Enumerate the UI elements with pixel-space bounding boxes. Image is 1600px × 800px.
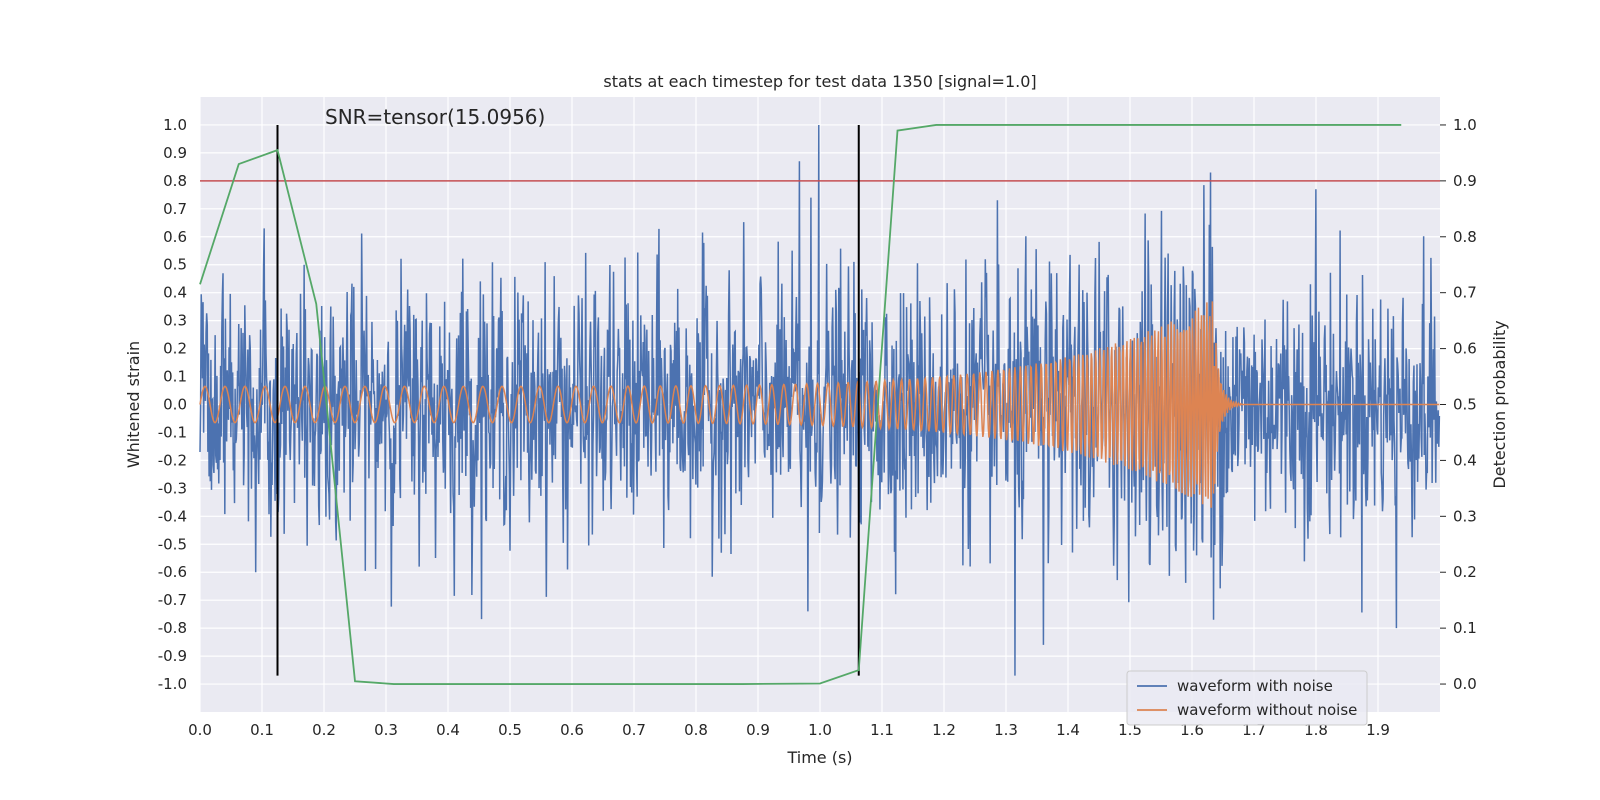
x-tick-label: 1.0 — [808, 721, 832, 739]
y2-tick-label: 1.0 — [1453, 116, 1477, 134]
x-tick-label: 1.4 — [1056, 721, 1080, 739]
x-tick-label: 0.0 — [188, 721, 212, 739]
x-tick-label: 1.9 — [1366, 721, 1390, 739]
y-tick-label: -0.1 — [158, 423, 187, 441]
y2-axis-label: Detection probability — [1490, 320, 1509, 488]
x-tick-labels: 0.0 0.1 0.2 0.3 0.4 0.5 0.6 0.7 0.8 0.9 1.0 1.1 1.2 1… — [188, 721, 1390, 739]
y-tick-label: -0.2 — [158, 451, 187, 469]
y-tick-label: 0.6 — [163, 228, 187, 246]
x-tick-label: 0.6 — [560, 721, 584, 739]
x-tick-label: 0.3 — [374, 721, 398, 739]
series-detection-probability — [199, 124, 1402, 685]
y-axis-label: Whitened strain — [124, 341, 143, 468]
y2-tick-label: 0.8 — [1453, 228, 1477, 246]
y2-tick-label: 0.2 — [1453, 563, 1477, 581]
chart-title: stats at each timestep for test data 135… — [603, 72, 1036, 91]
y-tick-label: -0.3 — [158, 479, 187, 497]
series-waveform-without-noise — [199, 301, 1440, 508]
y-tick-label: 0.0 — [163, 396, 187, 414]
y-tick-label: 0.4 — [163, 284, 187, 302]
y-tick-label: 0.2 — [163, 340, 187, 358]
x-tick-label: 1.1 — [870, 721, 894, 739]
y-tick-label: 0.1 — [163, 368, 187, 386]
x-tick-label: 0.5 — [498, 721, 522, 739]
y2-tick-label: 0.3 — [1453, 507, 1477, 525]
y-tick-label: 0.9 — [163, 144, 187, 162]
y-tick-labels: 1.0 0.9 0.8 0.7 0.6 0.5 0.4 0.3 0.2 0.1 0.0 -0.1 -0.… — [158, 116, 187, 693]
y-tick-label: -1.0 — [158, 675, 187, 693]
x-tick-label: 0.2 — [312, 721, 336, 739]
y-tick-label: -0.5 — [158, 535, 187, 553]
vertical-markers — [276, 124, 860, 676]
y2-tick-label: 0.9 — [1453, 172, 1477, 190]
y-tick-label: -0.9 — [158, 647, 187, 665]
y-tick-label: 0.8 — [163, 172, 187, 190]
detection-probability-line — [199, 124, 1402, 685]
y2-tick-labels: 1.0 0.9 0.8 0.7 0.6 0.5 0.4 0.3 0.2 0.1 0.0 — [1440, 116, 1477, 693]
y2-tick-label: 0.6 — [1453, 340, 1477, 358]
y-tick-label: -0.7 — [158, 591, 187, 609]
clean-waveform-line — [199, 301, 1440, 508]
x-tick-label: 0.8 — [684, 721, 708, 739]
grid-lines — [199, 97, 1440, 712]
y-tick-label: 1.0 — [163, 116, 187, 134]
x-tick-label: 0.4 — [436, 721, 460, 739]
legend-label-without-noise: waveform without noise — [1177, 701, 1357, 719]
y2-tick-label: 0.0 — [1453, 675, 1477, 693]
series-waveform-with-noise — [199, 124, 1441, 676]
x-tick-label: 1.3 — [994, 721, 1018, 739]
legend-box — [1126, 670, 1368, 726]
x-tick-label: 0.1 — [250, 721, 274, 739]
x-tick-label: 0.9 — [746, 721, 770, 739]
x-tick-label: 1.2 — [932, 721, 956, 739]
noisy-waveform-line — [199, 124, 1441, 676]
x-axis-label: Time (s) — [786, 748, 852, 767]
y-tick-label: -0.6 — [158, 563, 187, 581]
y-tick-label: -0.4 — [158, 507, 187, 525]
y-tick-label: 0.3 — [163, 312, 187, 330]
y2-tick-label: 0.1 — [1453, 619, 1477, 637]
y2-tick-label: 0.4 — [1453, 451, 1477, 469]
legend-label-with-noise: waveform with noise — [1177, 677, 1333, 695]
y2-tick-label: 0.7 — [1453, 284, 1477, 302]
y-tick-label: 0.7 — [163, 200, 187, 218]
x-tick-label: 0.7 — [622, 721, 646, 739]
y-tick-label: -0.8 — [158, 619, 187, 637]
y2-tick-label: 0.5 — [1453, 396, 1477, 414]
snr-annotation: SNR=tensor(15.0956) — [325, 105, 545, 129]
y-tick-label: 0.5 — [163, 256, 187, 274]
legend: waveform with noise waveform without noi… — [1126, 670, 1368, 726]
